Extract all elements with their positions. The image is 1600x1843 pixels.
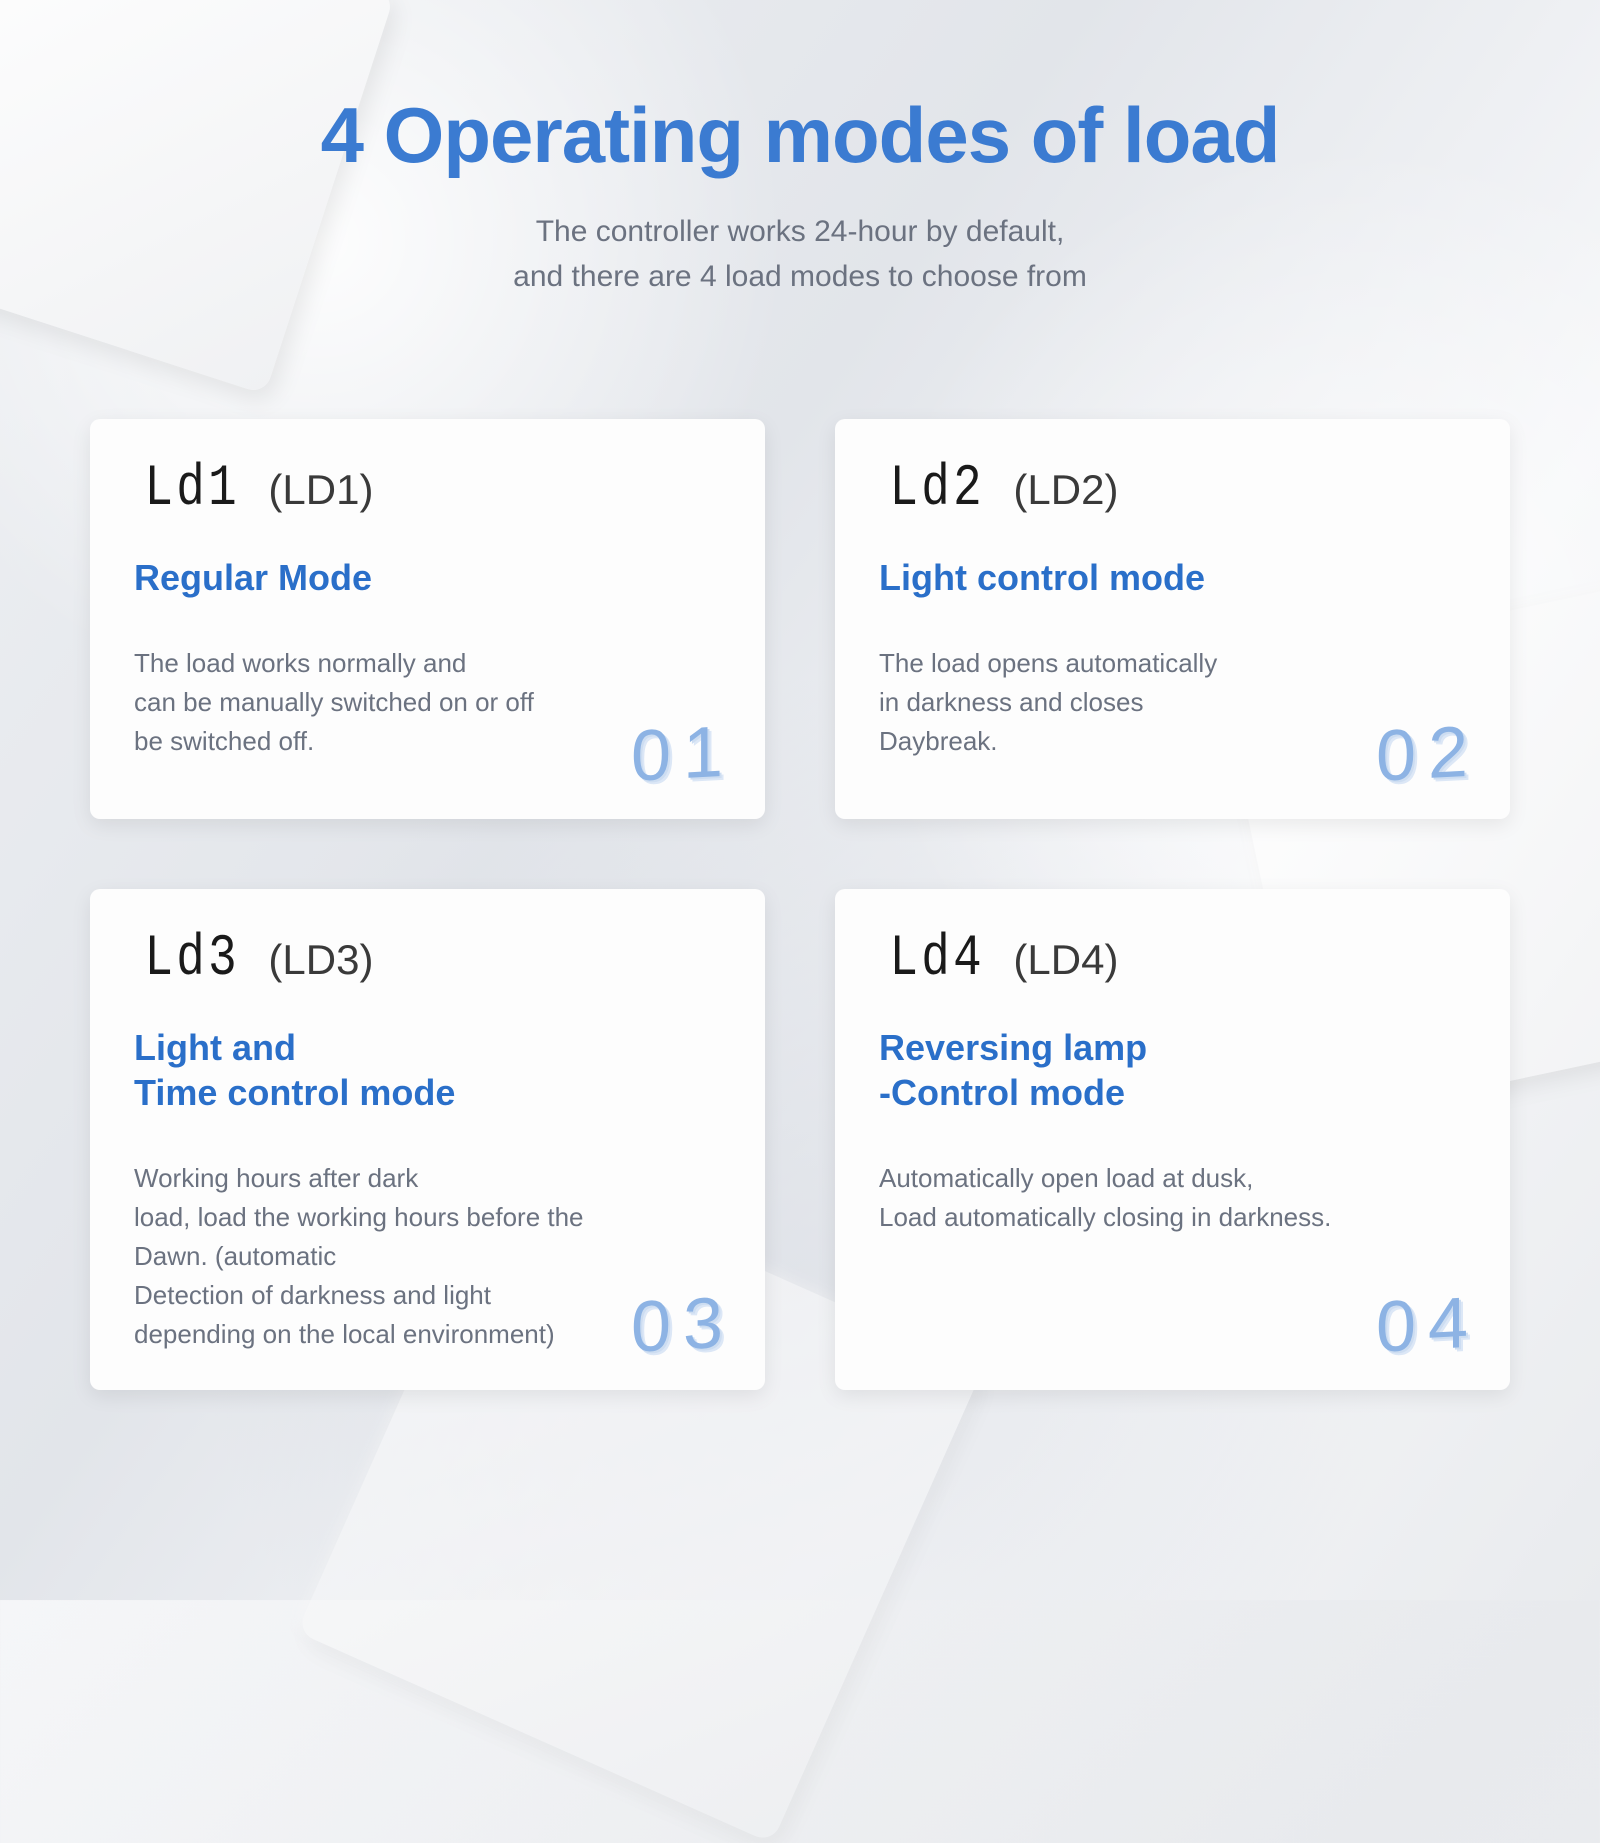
- mode-name: Light and Time control mode: [134, 1025, 721, 1115]
- page-title: 4 Operating modes of load: [60, 90, 1540, 181]
- lcd-code: Ld3: [134, 931, 250, 989]
- mode-name: Regular Mode: [134, 555, 721, 600]
- code-label: (LD1): [268, 466, 373, 514]
- mode-name: Light control mode: [879, 555, 1466, 600]
- lcd-code: Ld4: [879, 931, 995, 989]
- cards-grid: Ld1 (LD1) Regular Mode The load works no…: [60, 419, 1540, 1390]
- mode-card-ld2: Ld2 (LD2) Light control mode The load op…: [835, 419, 1510, 819]
- lcd-code: Ld2: [879, 461, 995, 519]
- code-row: Ld1 (LD1): [134, 461, 721, 519]
- mode-description: Automatically open load at dusk, Load au…: [879, 1159, 1466, 1237]
- code-row: Ld2 (LD2): [879, 461, 1466, 519]
- mode-name: Reversing lamp -Control mode: [879, 1025, 1466, 1115]
- card-number-badge: 03: [631, 1281, 735, 1368]
- card-number-badge: 01: [631, 710, 735, 797]
- card-number-badge: 04: [1376, 1281, 1480, 1368]
- page-subtitle: The controller works 24-hour by default,…: [60, 209, 1540, 299]
- code-label: (LD4): [1013, 936, 1118, 984]
- mode-card-ld1: Ld1 (LD1) Regular Mode The load works no…: [90, 419, 765, 819]
- code-row: Ld4 (LD4): [879, 931, 1466, 989]
- card-number-badge: 02: [1376, 710, 1480, 797]
- code-label: (LD3): [268, 936, 373, 984]
- content-container: 4 Operating modes of load The controller…: [0, 0, 1600, 1450]
- mode-card-ld4: Ld4 (LD4) Reversing lamp -Control mode A…: [835, 889, 1510, 1390]
- lcd-code: Ld1: [134, 461, 250, 519]
- mode-card-ld3: Ld3 (LD3) Light and Time control mode Wo…: [90, 889, 765, 1390]
- code-label: (LD2): [1013, 466, 1118, 514]
- code-row: Ld3 (LD3): [134, 931, 721, 989]
